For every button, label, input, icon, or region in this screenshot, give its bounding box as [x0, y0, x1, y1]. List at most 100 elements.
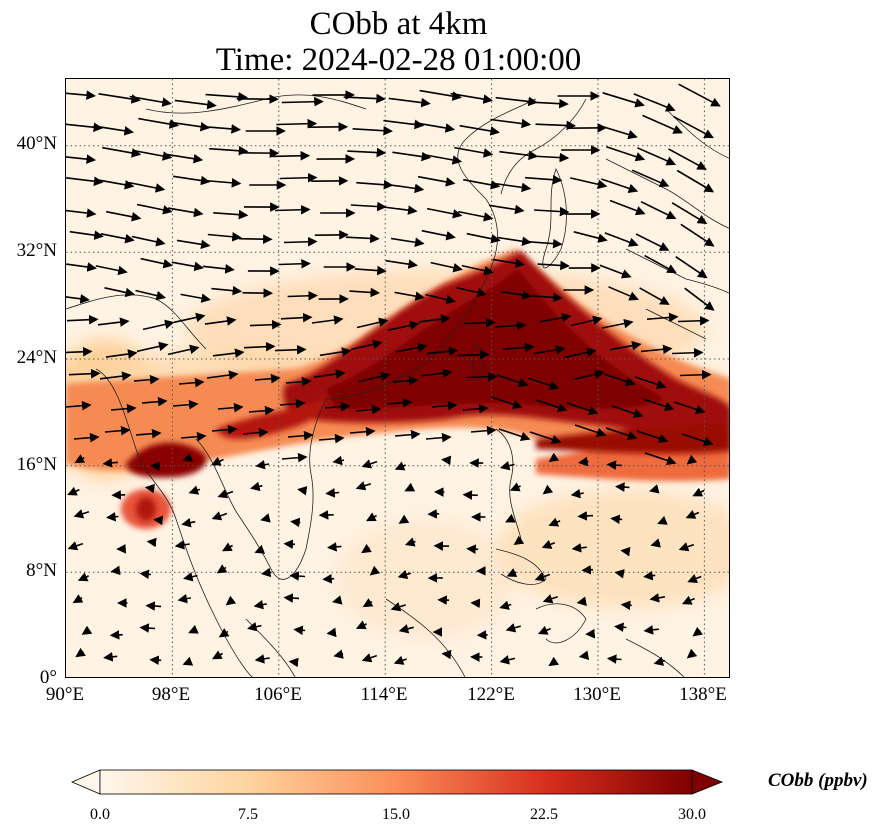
wind-arrow — [636, 430, 669, 444]
wind-arrow — [139, 623, 156, 633]
wind-arrow — [386, 397, 413, 408]
wind-arrow — [668, 148, 707, 170]
wind-arrow — [217, 402, 244, 413]
wind-arrow — [529, 431, 562, 445]
wind-arrow — [217, 489, 234, 499]
wind-arrow — [534, 206, 570, 217]
wind-arrow — [174, 99, 217, 110]
wind-arrow — [221, 542, 233, 552]
wind-arrow — [673, 115, 714, 139]
wind-arrow — [394, 429, 421, 440]
wind-arrow — [494, 182, 532, 193]
wind-arrow — [501, 290, 532, 300]
wind-arrow — [67, 486, 80, 496]
lon-tick-label: 106°E — [254, 684, 302, 705]
wind-arrow — [325, 488, 340, 498]
lat-tick-label: 0° — [39, 667, 57, 688]
wind-arrow — [128, 181, 166, 193]
wind-arrow — [283, 593, 300, 603]
wind-arrow — [497, 236, 532, 246]
wind-arrow — [646, 312, 679, 323]
wind-arrow — [441, 649, 452, 660]
wind-arrow — [212, 348, 245, 358]
wind-arrow — [394, 461, 407, 471]
wind-arrow — [490, 396, 523, 410]
wind-arrow — [423, 153, 463, 165]
map-title: CObb at 4km — [309, 6, 488, 42]
wind-arrow — [685, 509, 700, 519]
wind-arrow — [133, 374, 160, 385]
wind-arrow — [397, 569, 412, 580]
wind-arrow — [74, 454, 86, 464]
wind-arrow — [350, 201, 387, 212]
wind-arrow — [488, 204, 525, 215]
wind-arrow — [361, 459, 378, 469]
wind-arrow — [238, 234, 273, 244]
wind-arrow — [145, 601, 162, 611]
wind-arrow — [349, 426, 376, 437]
wind-arrow — [135, 289, 167, 301]
wind-arrow — [634, 376, 667, 390]
wind-arrow — [287, 290, 318, 301]
wind-arrow — [254, 544, 266, 554]
wind-arrow — [392, 151, 432, 162]
wind-arrow — [216, 564, 228, 574]
wind-arrow — [463, 178, 501, 190]
wind-arrow — [183, 572, 198, 582]
wind-arrow — [103, 652, 118, 662]
wind-arrow — [243, 341, 276, 352]
wind-arrow — [260, 567, 272, 578]
wind-arrow — [606, 654, 622, 664]
wind-arrow — [180, 431, 207, 442]
wind-arrow — [502, 342, 535, 353]
wind-arrow — [202, 264, 235, 274]
wind-arrow — [149, 655, 162, 665]
wind-arrow — [431, 400, 458, 411]
wind-arrow — [494, 320, 527, 331]
wind-arrow — [456, 286, 488, 298]
wind-arrow — [631, 169, 670, 188]
wind-arrow — [150, 461, 161, 472]
wind-arrow — [566, 402, 599, 416]
wind-arrow — [430, 261, 463, 273]
wind-arrow — [97, 317, 130, 327]
lat-tick-label: 24°N — [16, 347, 57, 368]
wind-arrow — [390, 602, 407, 612]
wind-arrow — [171, 261, 204, 272]
wind-arrow — [463, 317, 496, 328]
wind-arrow — [548, 656, 560, 667]
wind-arrow — [146, 537, 157, 548]
wind-arrow — [167, 207, 204, 218]
wind-arrow — [66, 294, 90, 304]
wind-arrow — [639, 287, 670, 305]
wind-arrow — [578, 650, 590, 661]
wind-arrow — [459, 124, 500, 136]
wind-arrow — [492, 258, 525, 269]
wind-arrow — [633, 93, 676, 112]
wind-arrow — [687, 574, 702, 583]
wind-arrow — [637, 147, 677, 166]
wind-arrow — [390, 237, 425, 248]
wind-arrow — [104, 287, 136, 298]
lat-tick-label: 8°N — [26, 560, 57, 581]
wind-arrow — [450, 92, 493, 104]
wind-arrow — [131, 235, 166, 247]
wind-arrow — [102, 458, 118, 468]
wind-arrow — [105, 349, 138, 359]
wind-arrow — [144, 483, 155, 494]
wind-arrow — [211, 424, 238, 435]
wind-arrow — [356, 317, 389, 329]
wind-arrow — [352, 125, 393, 136]
wind-arrow — [106, 511, 119, 522]
wind-arrow — [73, 509, 90, 519]
wind-arrow — [678, 542, 695, 552]
wind-arrow — [398, 514, 410, 524]
wind-arrow — [542, 594, 558, 604]
wind-arrow — [66, 314, 99, 325]
wind-arrow — [136, 203, 173, 215]
wind-arrow — [426, 346, 459, 357]
wind-arrow — [681, 595, 695, 605]
lon-tick-label: 90°E — [45, 684, 85, 705]
wind-arrow — [677, 315, 710, 326]
coastlines — [66, 94, 729, 677]
